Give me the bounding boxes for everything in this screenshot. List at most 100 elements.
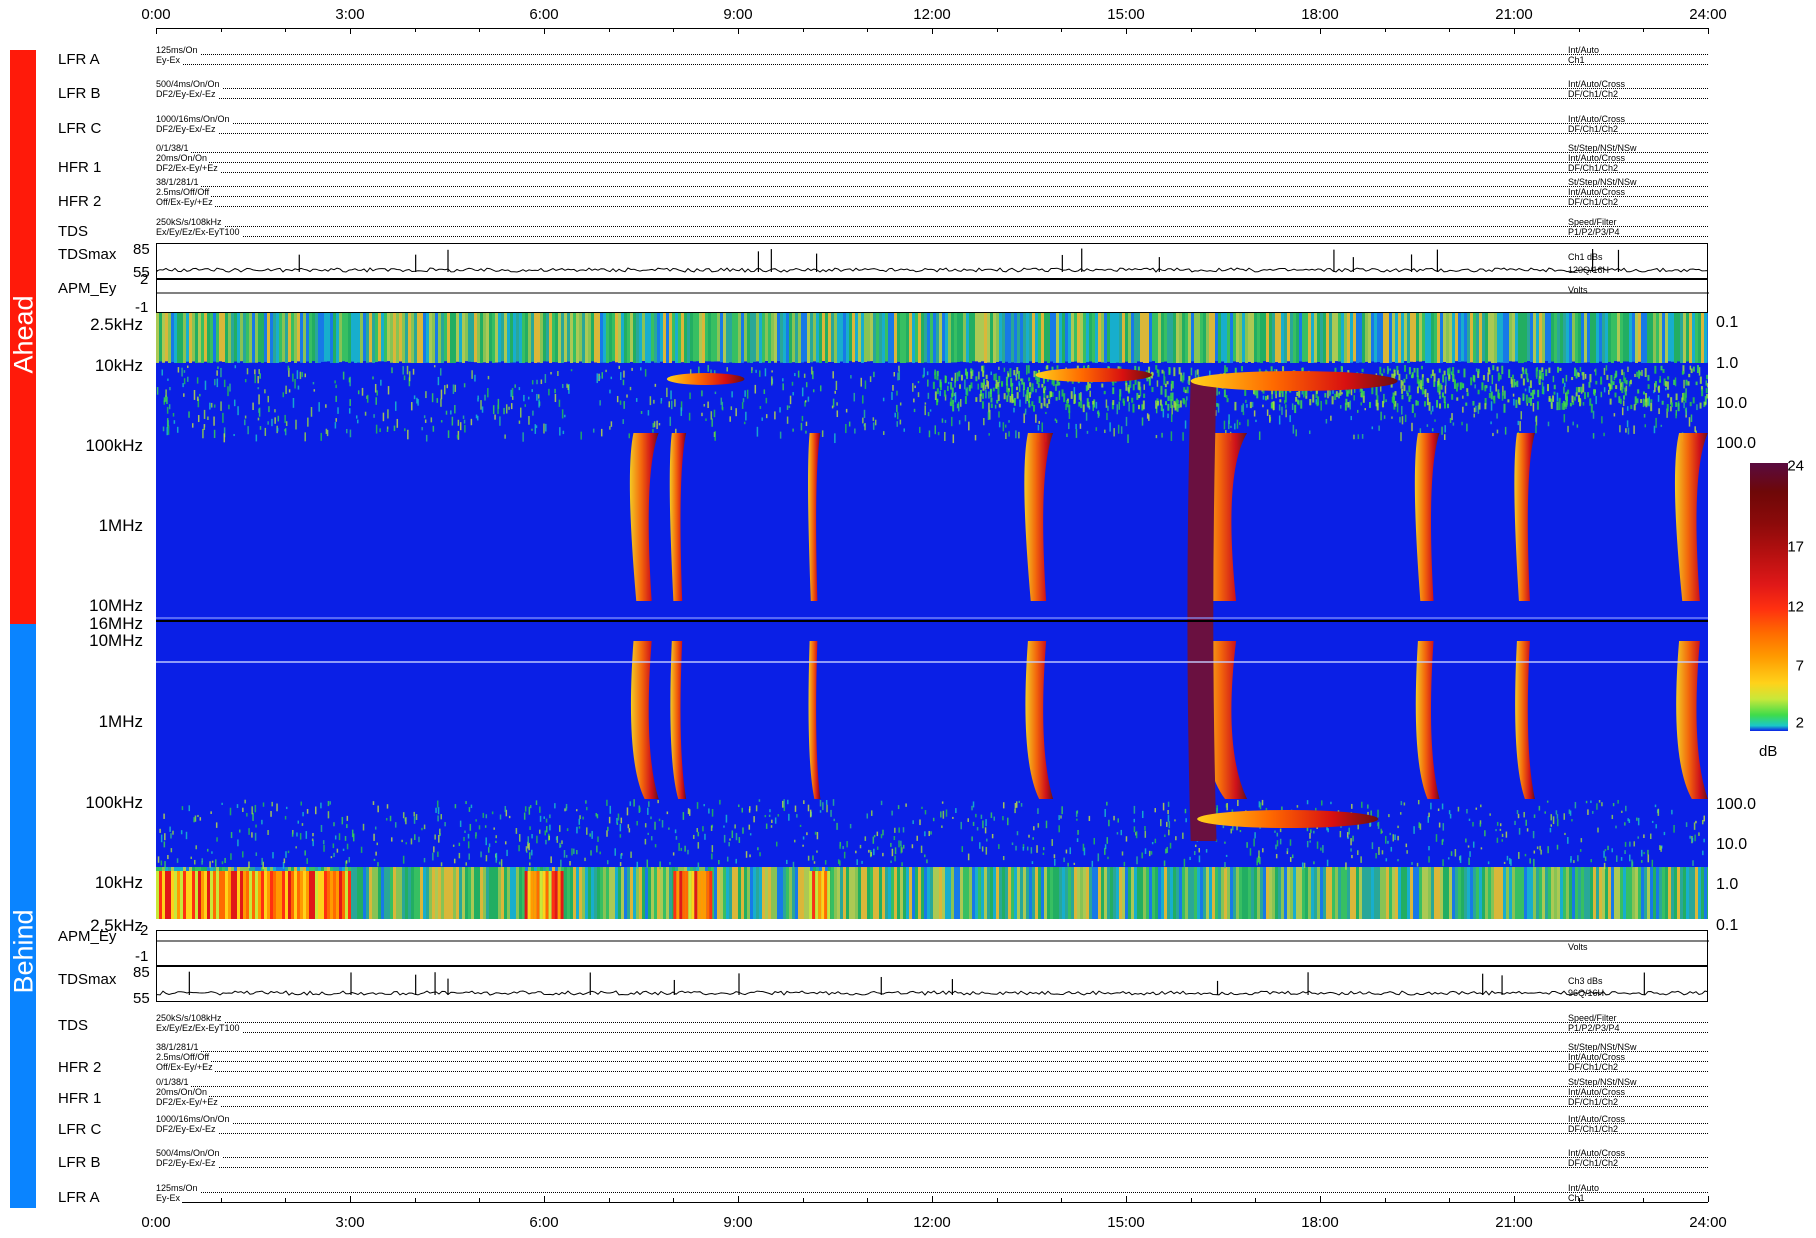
axis-tick [932,1196,933,1202]
freq-label-ahead: 2.5kHz [90,315,143,334]
time-tick-label: 15:00 [1107,6,1145,23]
row-setting-right: Speed/Filter [1568,217,1617,227]
dotted-separator [156,1051,1708,1052]
axis-tick [608,1198,610,1202]
freq-label-behind: 16MHz [89,614,143,633]
row-setting-right: Int/Auto/Cross [1568,1087,1626,1097]
axis-tick [350,1196,351,1202]
axis-tick [1126,28,1127,34]
axis-tick [608,28,610,32]
axis-tick [1126,1196,1127,1202]
dotted-separator [156,64,1708,65]
behind-tdsmax-right-1: 96Q/16H [1568,988,1605,998]
ahead-tdsmax-label: TDSmax [58,246,117,263]
row-setting-left: DF2/Ey-Ex/-Ez [156,1158,218,1168]
row-setting-right: DF/Ch1/Ch2 [1568,124,1619,134]
flux-label-behind: 100.0 [1716,796,1757,813]
panel-divider [156,620,1708,622]
colorbar [1750,463,1788,731]
axis-tick [414,1198,416,1202]
axis-tick [1449,28,1451,32]
time-tick-label: 6:00 [529,6,559,23]
ahead-apm-right: Volts [1568,285,1588,295]
behind-bar [10,624,36,1208]
row-setting-left: Off/Ex-Ey/+Ez [156,1062,215,1072]
dotted-separator [156,1202,1708,1203]
dotted-separator [156,1106,1708,1107]
row-setting-left: 0/1/38/1 [156,143,191,153]
freq-label-ahead: 10MHz [89,596,143,615]
ahead-apm-tick-2: 2 [140,271,149,288]
dotted-separator [156,88,1708,89]
row-setting-right: DF/Ch1/Ch2 [1568,163,1619,173]
dotted-separator [156,123,1708,124]
ahead-apm-tick-neg1: -1 [135,299,149,316]
dotted-separator [156,196,1708,197]
ahead-apm-frame [156,279,1709,313]
row-setting-right: Int/Auto/Cross [1568,153,1626,163]
ahead-tdsmax-right-0: Ch1 dBs [1568,252,1603,262]
time-tick-label: 18:00 [1301,1214,1339,1231]
behind-apm-label: APM_Ey [58,928,117,945]
freq-label-ahead: 10kHz [94,356,143,375]
time-tick-label: 18:00 [1301,6,1339,23]
behind-tdsmax-label: TDSmax [58,971,117,988]
axis-tick [1320,28,1321,34]
ahead-tdsmax-tick-85: 85 [133,241,150,258]
ahead-row-settings: 38/1/281/1 2.5ms/Off/Off Off/Ex-Ey/+Ez [156,177,1708,209]
dotted-separator [156,1096,1708,1097]
row-setting-left: 250kS/s/108kHz [156,1013,224,1023]
row-setting-right: St/Step/NSt/NSw [1568,1042,1637,1052]
ahead-row-label-lfr-b: LFR B [58,85,101,102]
dotted-separator [156,1157,1708,1158]
behind-row-settings: 500/4ms/On/On DF2/Ey-Ex/-Ez [156,1148,1708,1170]
dotted-separator [156,206,1708,207]
ahead-row-settings: 250kS/s/108kHz Ex/Ey/Ez/Ex-EyT100 [156,217,1708,239]
axis-tick [1320,1196,1321,1202]
row-setting-right: Ch1 [1568,55,1585,65]
freq-label-behind: 10kHz [94,873,143,892]
behind-row-settings: 38/1/281/1 2.5ms/Off/Off Off/Ex-Ey/+Ez [156,1042,1708,1074]
axis-tick [285,28,287,32]
dotted-separator [156,1133,1708,1134]
row-setting-right: P1/P2/P3/P4 [1568,1023,1620,1033]
row-setting-left: Ey-Ex [156,55,183,65]
freq-label-ahead: 100kHz [85,436,143,455]
behind-tdsmax-right-0: Ch3 dBs [1568,976,1603,986]
flux-label-ahead: 0.1 [1716,314,1739,331]
axis-tick [802,1198,804,1202]
axis-tick [1449,1198,1451,1202]
ahead-row-settings: 500/4ms/On/On DF2/Ey-Ex/-Ez [156,79,1708,101]
colorbar-unit: dB [1759,743,1778,760]
row-setting-right: Int/Auto/Cross [1568,79,1626,89]
row-setting-right: St/Step/NSt/NSw [1568,143,1637,153]
behind-row-label-lfr-a: LFR A [58,1189,100,1206]
row-setting-left: Ey-Ex [156,1193,183,1203]
freq-label-behind: 1MHz [98,712,143,731]
behind-apm-frame [156,930,1709,966]
flux-label-behind: 0.1 [1716,917,1739,934]
axis-tick [996,1198,998,1202]
time-tick-label: 12:00 [913,6,951,23]
ahead-row-label-lfr-a: LFR A [58,51,100,68]
axis-tick [479,1198,481,1202]
behind-apm-right: Volts [1568,942,1588,952]
row-setting-right: St/Step/NSt/NSw [1568,1077,1637,1087]
ahead-row-label-hfr-2: HFR 2 [58,193,102,210]
row-setting-right: DF/Ch1/Ch2 [1568,197,1619,207]
axis-tick [932,28,933,34]
dotted-separator [156,1086,1708,1087]
behind-row-label-hfr-1: HFR 1 [58,1090,102,1107]
time-tick-label: 21:00 [1495,6,1533,23]
behind-row-settings: 0/1/38/1 20ms/On/On DF2/Ex-Ey/+Ez [156,1077,1708,1109]
ahead-tdsmax-right-1: 120Q/16H [1568,265,1610,275]
axis-tick [479,28,481,32]
axis-tick [220,1198,222,1202]
dotted-separator [156,1061,1708,1062]
dotted-separator [156,186,1708,187]
freq-label-ahead: 1MHz [98,516,143,535]
axis-tick [1255,1198,1257,1202]
axis-tick [1708,1196,1709,1202]
row-setting-right: Int/Auto/Cross [1568,1148,1626,1158]
axis-tick [544,1196,545,1202]
